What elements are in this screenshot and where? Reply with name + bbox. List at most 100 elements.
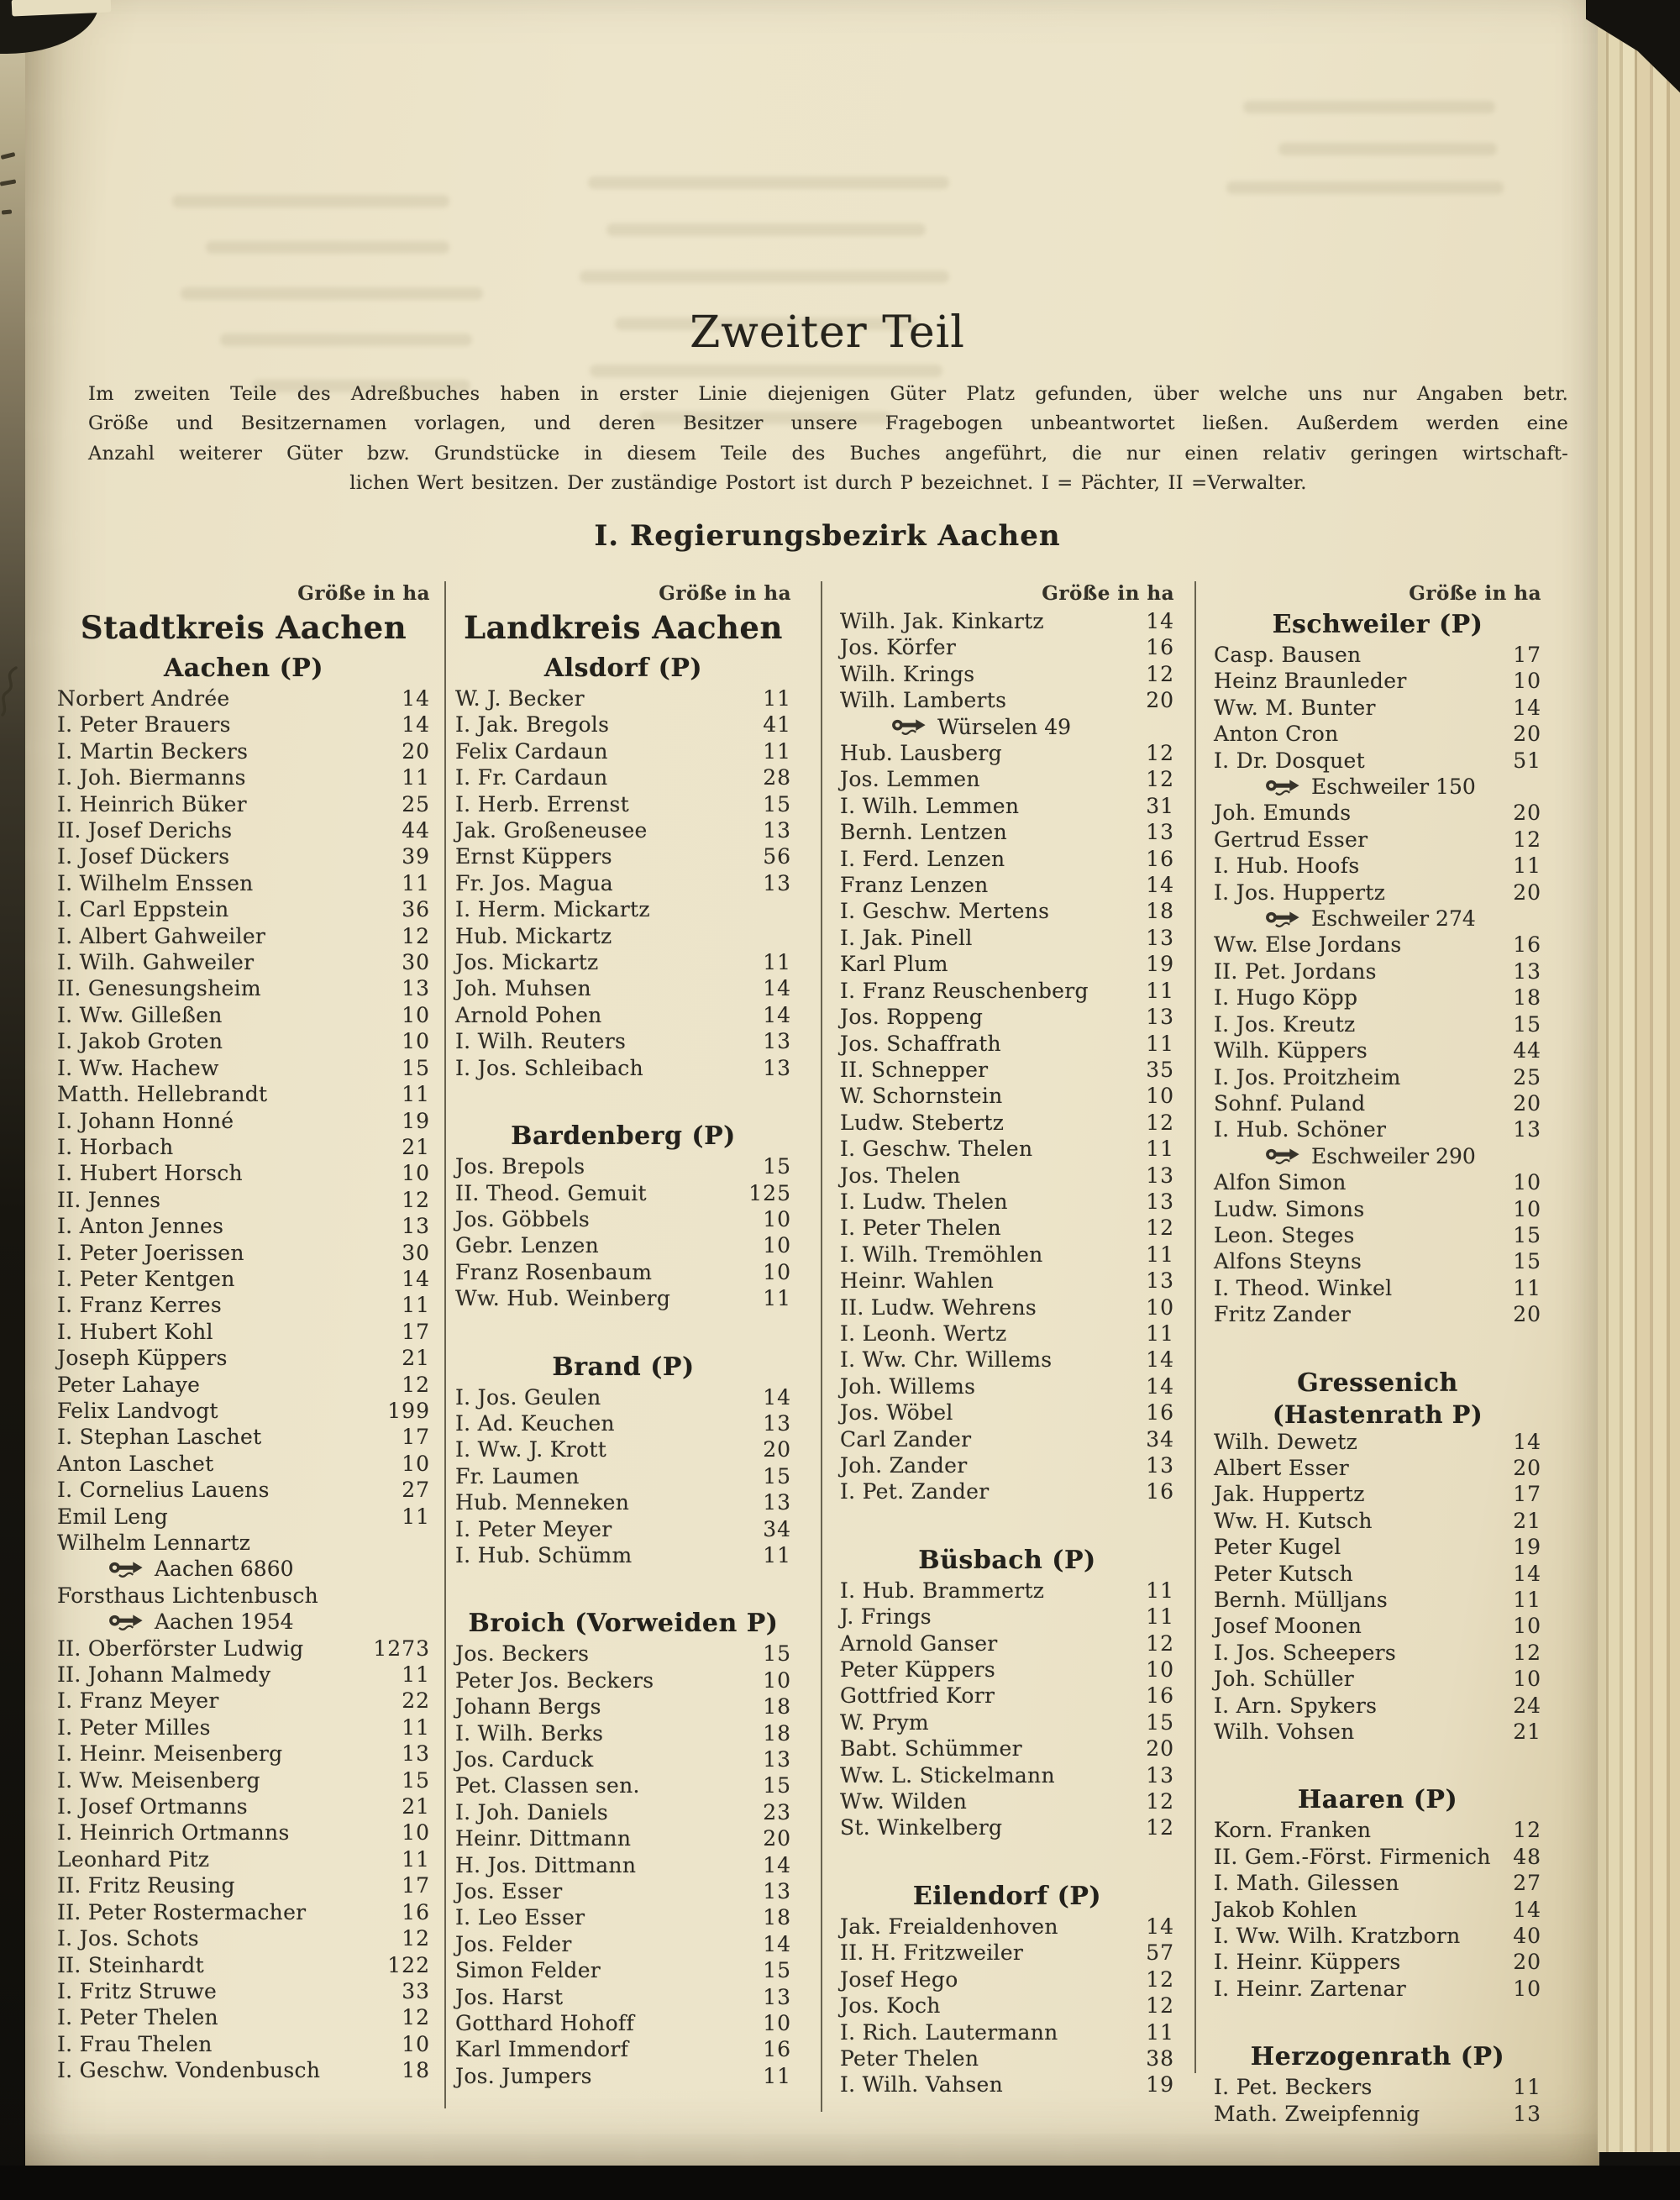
size-ha-value: 10: [1146, 1084, 1174, 1109]
owner-name: Jos. Schaffrath: [840, 1031, 1001, 1056]
owner-row: Leonhard Pitz 11: [57, 1846, 430, 1872]
size-ha-value: 10: [763, 1259, 791, 1284]
owner-row: Peter Kutsch 14: [1214, 1561, 1541, 1587]
owner-name: II. Pet. Jordans: [1214, 958, 1377, 984]
owner-row: Norbert Andrée 14: [57, 685, 430, 711]
telephone-row: Eschweiler 274: [1214, 906, 1541, 932]
size-ha-value: 23: [763, 1799, 791, 1825]
size-ha-value: 15: [1513, 1249, 1541, 1274]
owner-name: Wilh. Vohsen: [1214, 1720, 1355, 1745]
size-ha-value: 20: [1513, 1090, 1541, 1116]
owner-row: Joh. Muhsen 14: [455, 975, 791, 1001]
owner-row: Fr. Laumen 15: [455, 1463, 791, 1489]
owner-row: Bernh. Mülljans 11: [1214, 1587, 1541, 1613]
owner-row: I. Peter Kentgen 14: [57, 1266, 430, 1292]
owner-name: I. Jak. Bregols: [455, 712, 610, 738]
owner-name: Pet. Classen sen.: [455, 1773, 640, 1798]
owner-name: Gebr. Lenzen: [455, 1233, 600, 1258]
owner-row: I. Jakob Groten 10: [57, 1028, 430, 1054]
size-ha-value: 20: [1513, 801, 1541, 826]
size-ha-value: 14: [402, 1266, 430, 1291]
owner-row: II. Oberförster Ludwig 1273: [57, 1636, 430, 1662]
owner-name: Jos. Beckers: [455, 1641, 590, 1667]
owner-name: I. Pet. Zander: [840, 1479, 990, 1504]
size-ha-value: 21: [402, 1794, 430, 1819]
size-ha-value: 11: [1146, 1604, 1174, 1630]
owner-row: II. Josef Derichs 44: [57, 817, 430, 843]
size-ha-value: 18: [402, 2058, 430, 2083]
size-ha-value: 16: [1146, 846, 1174, 871]
size-ha-value: 13: [763, 1029, 791, 1054]
owner-name: I. Martin Beckers: [57, 738, 249, 764]
district-heading: Gressenich: [1297, 1368, 1458, 1398]
column-1: Größe in ha Stadtkreis Aachen Aachen (P) No…: [57, 583, 430, 2084]
owner-name: I. Wilh. Gahweiler: [57, 950, 255, 975]
owner-row: II. Ludw. Wehrens 10: [840, 1294, 1174, 1321]
district-heading: Broich (Vorweiden P): [468, 1609, 779, 1639]
owner-name: I. Hub. Brammertz: [840, 1578, 1045, 1603]
size-ha-value: 11: [1146, 1242, 1174, 1267]
owner-row: Forsthaus Lichtenbusch: [57, 1583, 430, 1609]
size-ha-value: 12: [1146, 1789, 1174, 1814]
owner-row: Felix Landvogt 199: [57, 1398, 430, 1424]
owner-row: Alfon Simon 10: [1214, 1169, 1541, 1195]
owner-row: Fr. Jos. Magua 13: [455, 870, 791, 896]
size-ha-value: 20: [1146, 1736, 1174, 1762]
owner-name: I. Herb. Errenst: [455, 791, 629, 816]
owner-row: I. Franz Reuschenberg 11: [840, 978, 1174, 1004]
owner-name: Peter Kutsch: [1214, 1561, 1354, 1586]
owner-row: Leon. Steges 15: [1214, 1222, 1541, 1248]
owner-name: I. Carl Eppstein: [57, 897, 229, 922]
bleedthrough-smudge: [1278, 143, 1497, 155]
size-ha-value: 34: [763, 1516, 791, 1541]
owner-name: I. Jakob Groten: [57, 1029, 223, 1054]
owner-row: II. Steinhardt 122: [57, 1952, 430, 1978]
owner-name: I. Joh. Daniels: [455, 1799, 609, 1825]
owner-name: Felix Cardaun: [455, 738, 608, 764]
owner-row: I. Johann Honné 19: [57, 1108, 430, 1134]
district-section: Herzogenrath (P) I. Pet. Beckers 11 Math. Z…: [1214, 2040, 1541, 2127]
size-ha-value: 14: [1513, 1561, 1541, 1586]
size-ha-value: 1273: [373, 1636, 430, 1661]
size-ha-value: 15: [763, 791, 791, 816]
size-ha-value: 20: [763, 1826, 791, 1851]
owner-row: I. Leo Esser 18: [455, 1904, 791, 1930]
owner-name: II. Theod. Gemuit: [455, 1180, 647, 1205]
size-ha-value: 15: [1513, 1011, 1541, 1037]
size-ha-value: 18: [1513, 985, 1541, 1011]
size-ha-value: 10: [763, 1667, 791, 1693]
owner-name: I. Heinrich Büker: [57, 791, 247, 816]
owner-name: Peter Thelen: [840, 2045, 979, 2071]
size-ha-value: 18: [763, 1720, 791, 1746]
owner-name: Josef Moonen: [1214, 1614, 1362, 1639]
size-ha-value: 10: [402, 1451, 430, 1476]
district-section: Wilh. Jak. Kinkartz 14 Jos. Körfer 16 Wilh. …: [840, 608, 1174, 1505]
owner-name: Matth. Hellebrandt: [57, 1082, 268, 1107]
size-ha-value: 11: [1146, 2019, 1174, 2045]
owner-name: I. Johann Honné: [57, 1108, 234, 1133]
owner-row: Wilh. Jak. Kinkartz 14: [840, 608, 1174, 634]
owner-row: I. Hub. Brammertz 11: [840, 1578, 1174, 1604]
owner-row: I. Horbach 21: [57, 1134, 430, 1160]
owner-row: I. Jos. Scheepers 12: [1214, 1640, 1541, 1666]
margin-squiggle: [1, 666, 18, 717]
owner-name: Jos. Brepols: [455, 1154, 585, 1179]
owner-row: Korn. Franken 12: [1214, 1817, 1541, 1843]
owner-row: Jos. Lemmen 12: [840, 766, 1174, 792]
bleedthrough-smudge: [580, 270, 949, 283]
district-section: Brand (P) I. Jos. Geulen 14 I. Ad. Keuchen 1…: [455, 1351, 791, 1569]
bleedthrough-smudge: [172, 195, 449, 207]
size-ha-value: 16: [763, 2037, 791, 2062]
owner-name: I. Wilhelm Enssen: [57, 870, 254, 895]
column-2: Größe in ha Landkreis Aachen Alsdorf (P) W.…: [455, 583, 791, 2089]
size-ha-value: 15: [402, 1055, 430, 1080]
bleedthrough-smudge: [181, 287, 483, 300]
size-ha-value: 14: [1146, 609, 1174, 633]
size-ha-value: 16: [1513, 932, 1541, 958]
owner-row: I. Joh. Daniels 23: [455, 1799, 791, 1825]
district-section: Alsdorf (P) W. J. Becker 11 I. Jak. Bregols…: [455, 652, 791, 1081]
owner-row: I. Heinrich Ortmanns 10: [57, 1819, 430, 1846]
size-ha-value: 12: [402, 1926, 430, 1951]
owner-row: I. Frau Thelen 10: [57, 2031, 430, 2057]
